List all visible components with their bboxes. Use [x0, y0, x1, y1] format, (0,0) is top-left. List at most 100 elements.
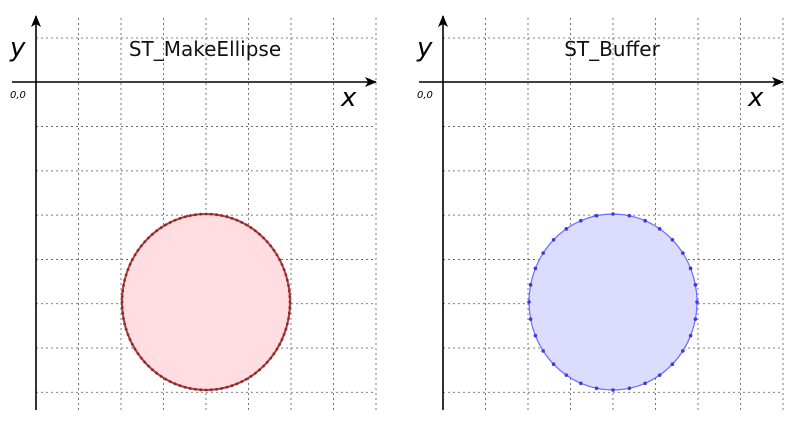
vertex-marker — [551, 237, 556, 242]
vertex-marker — [143, 240, 147, 244]
vertex-marker — [178, 384, 182, 388]
vertex-marker — [168, 220, 172, 224]
vertex-marker — [285, 278, 289, 282]
vertex-marker — [245, 223, 248, 227]
vertex-marker — [258, 368, 261, 372]
vertex-marker — [541, 251, 545, 255]
x-axis-label: x — [340, 83, 357, 113]
vertex-marker — [657, 227, 662, 231]
ellipse-shape — [121, 213, 291, 391]
vertex-marker — [280, 338, 284, 341]
vertex-marker — [126, 332, 130, 336]
vertex-marker — [151, 368, 154, 372]
vertex-marker — [579, 381, 583, 386]
vertex-marker — [128, 338, 132, 341]
vertex-marker — [188, 387, 192, 390]
vertex-marker — [136, 352, 140, 356]
vertex-marker — [143, 360, 147, 364]
origin-label: 0,0 — [417, 90, 433, 101]
vertex-marker — [288, 295, 292, 298]
panel-title: ST_MakeEllipse — [129, 37, 281, 61]
vertex-marker — [136, 248, 140, 252]
vertex-marker — [235, 218, 239, 222]
vertex-marker — [178, 216, 182, 220]
vertex-marker — [240, 380, 244, 384]
vertex-marker — [288, 300, 292, 304]
vertex-marker — [657, 373, 662, 377]
vertex-marker — [124, 327, 128, 331]
vertex-marker — [215, 213, 218, 217]
vertex-marker — [269, 244, 273, 248]
y-axis-label: y — [9, 33, 26, 63]
vertex-marker — [288, 306, 292, 309]
vertex-marker — [551, 362, 556, 367]
vertex-marker — [235, 382, 239, 386]
vertex-marker — [275, 347, 279, 351]
vertex-marker — [253, 371, 257, 375]
vertex-marker — [128, 263, 132, 266]
vertex-marker — [155, 229, 159, 233]
vertex-marker — [681, 349, 685, 353]
vertex-marker — [528, 283, 533, 287]
vertex-marker — [533, 266, 538, 271]
vertex-marker — [194, 213, 197, 217]
vertex-marker — [173, 382, 177, 386]
vertex-marker — [120, 295, 124, 298]
vertex-marker — [194, 387, 197, 391]
vertex-marker — [139, 244, 143, 248]
vertex-marker — [272, 352, 276, 356]
panel-st-buffer: y x 0,0 ST_Buffer — [416, 15, 784, 410]
vertex-marker — [130, 258, 134, 262]
vertex-marker — [284, 327, 288, 331]
vertex-marker — [253, 229, 257, 233]
vertex-marker — [688, 266, 693, 271]
vertex-marker — [284, 273, 288, 277]
vertex-marker — [278, 342, 282, 346]
vertex-marker — [173, 218, 177, 222]
vertex-marker — [282, 332, 286, 336]
vertex-marker — [272, 248, 276, 252]
vertex-marker — [533, 333, 538, 338]
vertex-marker — [275, 253, 279, 257]
vertex-marker — [230, 216, 234, 220]
vertex-marker — [120, 306, 124, 309]
vertex-marker — [287, 317, 290, 320]
x-axis-label: x — [747, 83, 764, 113]
vertex-marker — [147, 236, 150, 240]
vertex-marker — [627, 213, 632, 218]
vertex-marker — [240, 220, 244, 224]
vertex-marker — [541, 349, 545, 353]
vertex-marker — [245, 377, 248, 381]
vertex-marker — [564, 227, 569, 231]
vertex-marker — [199, 212, 203, 216]
vertex-marker — [681, 251, 685, 255]
vertex-marker — [287, 284, 290, 287]
vertex-marker — [693, 283, 698, 287]
vertex-marker — [643, 218, 647, 223]
vertex-marker — [564, 373, 569, 377]
vertex-marker — [120, 300, 124, 304]
vertex-marker — [249, 374, 253, 378]
vertex-marker — [215, 387, 218, 391]
vertex-marker — [230, 384, 234, 388]
vertex-marker — [159, 374, 163, 378]
vertex-marker — [123, 278, 127, 282]
vertex-marker — [670, 362, 675, 367]
vertex-markers — [120, 212, 292, 392]
vertex-marker — [133, 253, 137, 257]
origin-label: 0,0 — [10, 90, 26, 101]
vertex-marker — [121, 289, 125, 293]
vertex-marker — [121, 311, 125, 315]
y-axis-label: y — [416, 33, 433, 63]
vertex-marker — [183, 385, 187, 389]
vertex-marker — [139, 356, 143, 360]
vertex-marker — [287, 289, 291, 293]
vertex-marker — [280, 263, 284, 266]
vertex-marker — [594, 213, 599, 218]
vertex-marker — [579, 218, 583, 223]
vertex-marker — [265, 240, 269, 244]
vertex-markers — [527, 212, 699, 392]
vertex-marker — [262, 364, 265, 368]
vertex-marker — [220, 214, 224, 217]
